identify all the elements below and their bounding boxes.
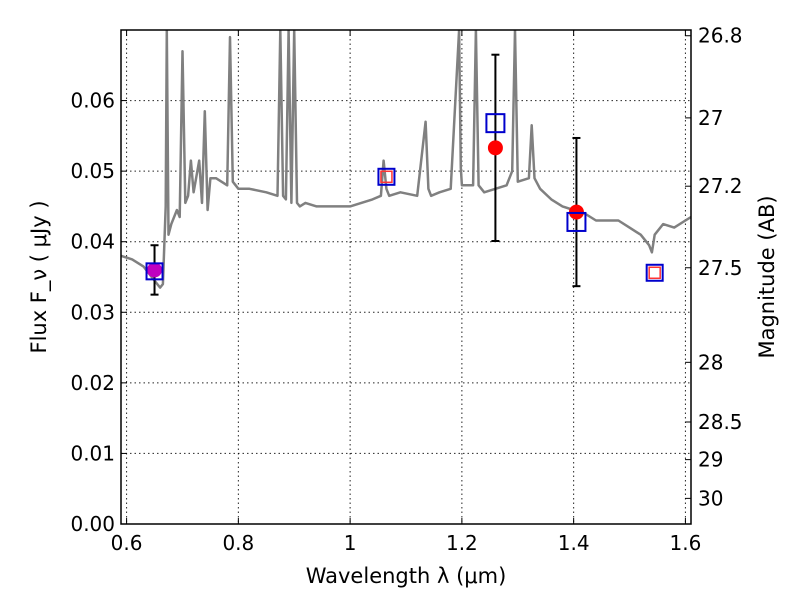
y-tick-label: 0.00 [70, 512, 115, 536]
x-tick-label: 0.8 [222, 531, 254, 555]
inner-model-box [380, 170, 393, 184]
x-tick-label: 1 [344, 531, 357, 555]
y2-tick-label: 26.8 [698, 24, 743, 48]
model-box [645, 263, 664, 282]
x-tick-label: 1.6 [670, 531, 702, 555]
y-tick-label: 0.06 [70, 89, 115, 113]
y2-tick-label: 28.5 [698, 410, 743, 434]
x-tick-label: 1.2 [446, 531, 478, 555]
y-tick-label: 0.03 [70, 300, 115, 324]
y2-tick-label: 30 [698, 486, 723, 510]
model-box [485, 113, 506, 134]
y-tick-label: 0.05 [70, 159, 115, 183]
model-box [377, 167, 396, 186]
y2-tick-label: 28 [698, 350, 723, 374]
y-tick-label: 0.02 [70, 371, 115, 395]
y2-axis-title: Magnitude (AB) [755, 195, 779, 358]
photometry-point [147, 262, 163, 278]
x-axis-title: Wavelength λ (μm) [306, 564, 507, 588]
y2-tick-label: 27.5 [698, 256, 743, 280]
photometry-point [487, 140, 503, 156]
ticks-layer: 0.6 0.8 1 1.2 1.4 1.6 0.00 0.01 0.02 0.03 0.04 0.05… [70, 24, 742, 555]
y-tick-label: 0.01 [70, 441, 115, 465]
y2-tick-label: 27 [698, 106, 723, 130]
x-tick-label: 0.6 [111, 531, 143, 555]
model-box [566, 211, 587, 232]
y-axis-title: Flux F_ν ( μJy ) [27, 200, 52, 353]
y2-tick-label: 27.2 [698, 174, 743, 198]
y-tick-label: 0.04 [70, 230, 115, 254]
spectrum-line [121, 30, 691, 289]
y2-tick-label: 29 [698, 448, 723, 472]
x-tick-label: 1.4 [558, 531, 590, 555]
grid-layer [121, 30, 691, 525]
plot-frame [120, 29, 692, 525]
points-layer [145, 53, 664, 296]
inner-model-box [648, 266, 661, 280]
spectrum-layer [121, 30, 691, 289]
model-box [145, 262, 164, 281]
